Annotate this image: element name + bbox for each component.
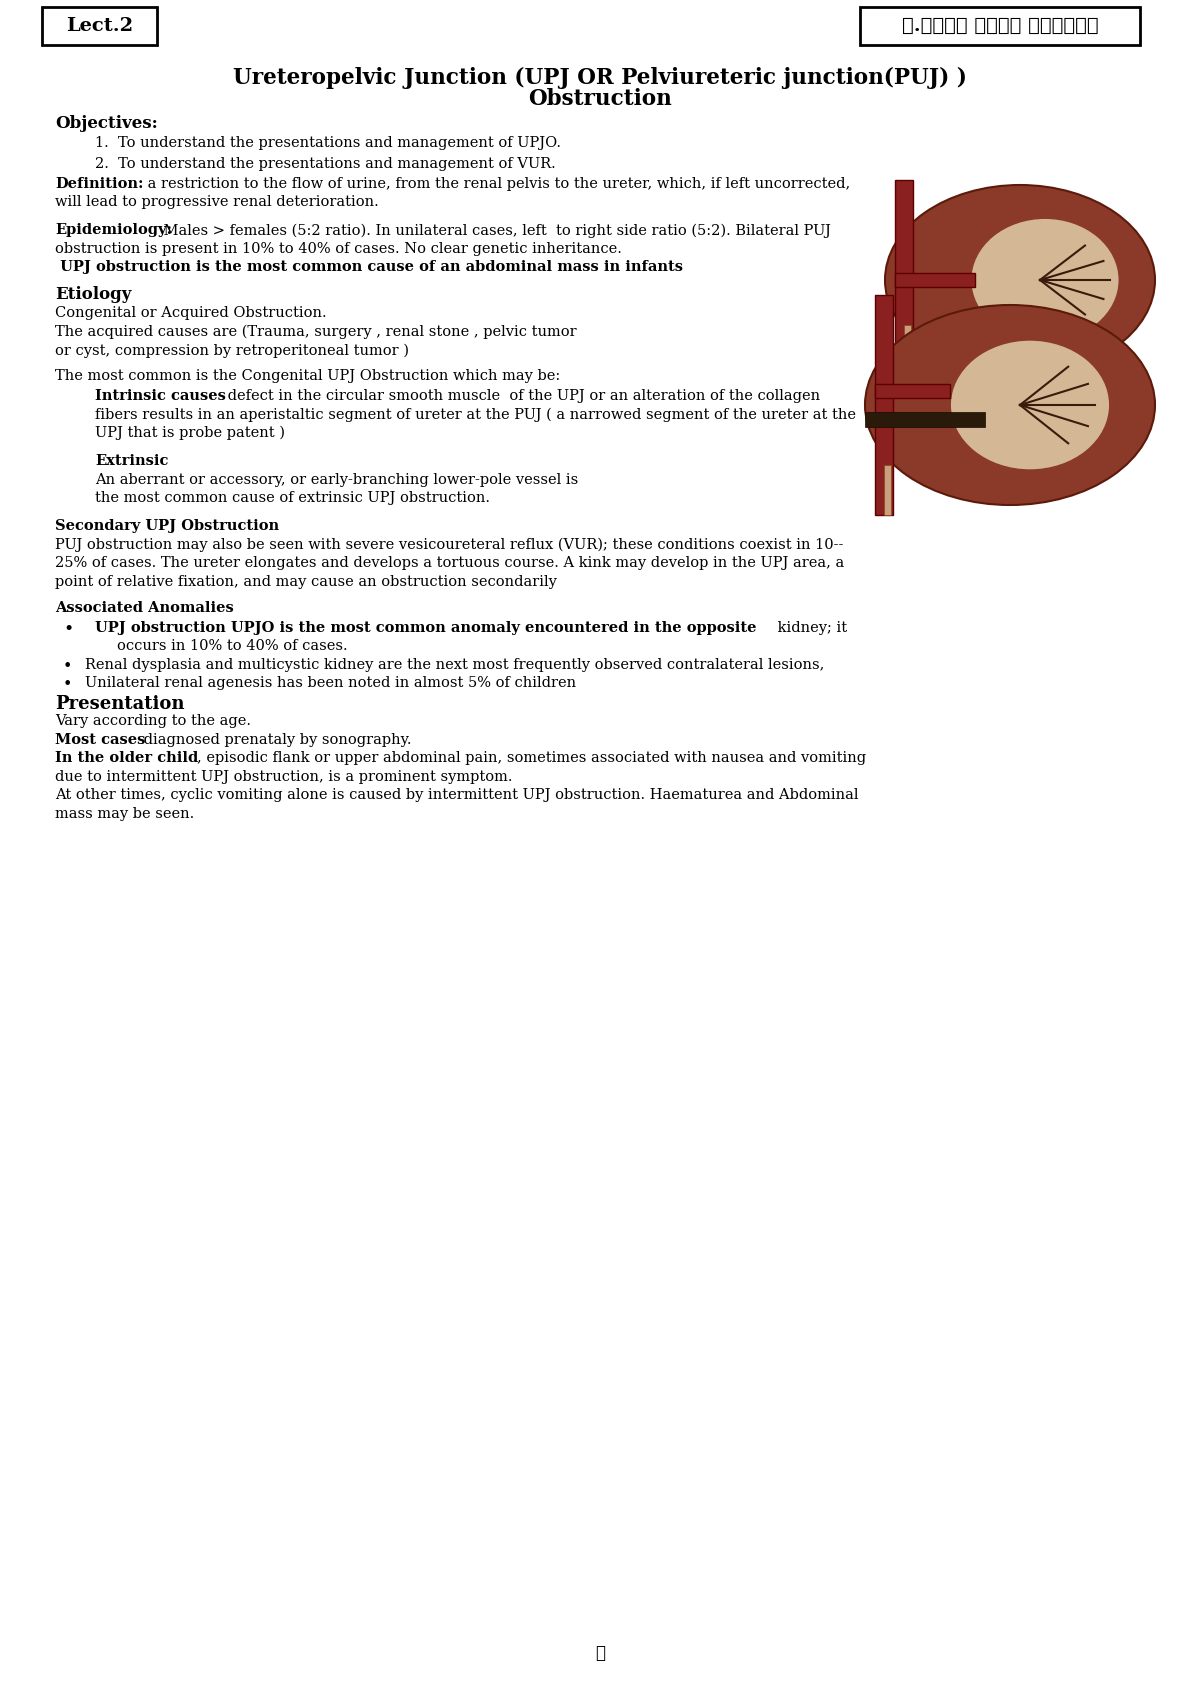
Text: 2.  To understand the presentations and management of VUR.: 2. To understand the presentations and m… [95,156,556,171]
FancyBboxPatch shape [860,7,1140,46]
Text: Males > females (5:2 ratio). In unilateral cases, left  to right side ratio (5:2: Males > females (5:2 ratio). In unilater… [158,224,830,238]
Text: will lead to progressive renal deterioration.: will lead to progressive renal deteriora… [55,195,379,209]
Text: Ureteropelvic Junction (UPJ OR Pelviureteric junction(PUJ) ): Ureteropelvic Junction (UPJ OR Pelviuret… [233,66,967,90]
Text: •: • [64,658,72,675]
Ellipse shape [865,305,1154,506]
Text: Objectives:: Objectives: [55,115,157,132]
Bar [884,465,890,514]
Text: Extrinsic: Extrinsic [95,453,168,468]
Bar [904,326,911,380]
Text: At other times, cyclic vomiting alone is caused by intermittent UPJ obstruction.: At other times, cyclic vomiting alone is… [55,789,858,803]
Bar [895,180,913,380]
Text: a restriction to the flow of urine, from the renal pelvis to the ureter, which, : a restriction to the flow of urine, from… [143,176,851,192]
Bar [875,295,893,514]
Text: In the older child: In the older child [55,752,198,765]
Bar [895,273,974,287]
Text: د.وليد نصار الجفال: د.وليد نصار الجفال [901,17,1098,36]
Text: Most cases: Most cases [55,733,145,747]
Text: Presentation: Presentation [55,696,185,713]
Ellipse shape [884,185,1154,375]
Text: Etiology: Etiology [55,287,131,304]
Ellipse shape [971,219,1120,341]
Text: 25% of cases. The ureter elongates and develops a tortuous course. A kink may de: 25% of cases. The ureter elongates and d… [55,557,845,570]
Text: •: • [64,621,73,638]
Text: Lect.2: Lect.2 [66,17,133,36]
Ellipse shape [950,339,1110,470]
Text: diagnosed prenataly by sonography.: diagnosed prenataly by sonography. [139,733,412,747]
Text: Definition:: Definition: [55,176,144,192]
Text: the most common cause of extrinsic UPJ obstruction.: the most common cause of extrinsic UPJ o… [95,492,490,506]
Text: Unilateral renal agenesis has been noted in almost 5% of children: Unilateral renal agenesis has been noted… [85,677,576,691]
Bar [875,384,950,399]
Text: UPJ obstruction UPJO is the most common anomaly encountered in the opposite: UPJ obstruction UPJO is the most common … [95,621,756,635]
Text: The acquired causes are (Trauma, surgery , renal stone , pelvic tumor: The acquired causes are (Trauma, surgery… [55,324,577,339]
Text: •: • [64,677,72,694]
Text: Obstruction: Obstruction [528,88,672,110]
Text: mass may be seen.: mass may be seen. [55,806,194,821]
Text: Intrinsic causes: Intrinsic causes [95,389,226,402]
Text: Congenital or Acquired Obstruction.: Congenital or Acquired Obstruction. [55,307,326,321]
Text: Vary according to the age.: Vary according to the age. [55,714,251,728]
Text: 1.  To understand the presentations and management of UPJO.: 1. To understand the presentations and m… [95,136,562,151]
Text: The most common is the Congenital UPJ Obstruction which may be:: The most common is the Congenital UPJ Ob… [55,370,560,384]
Text: Epidemiology:: Epidemiology: [55,224,172,238]
FancyBboxPatch shape [42,7,157,46]
Text: Secondary UPJ Obstruction: Secondary UPJ Obstruction [55,519,280,533]
Text: UPJ that is probe patent ): UPJ that is probe patent ) [95,426,286,440]
Text: UPJ obstruction is the most common cause of an abdominal mass in infants: UPJ obstruction is the most common cause… [55,260,683,275]
Text: point of relative fixation, and may cause an obstruction secondarily: point of relative fixation, and may caus… [55,575,557,589]
Text: ١: ١ [595,1644,605,1661]
Bar [865,412,985,428]
Text: An aberrant or accessory, or early-branching lower-pole vessel is: An aberrant or accessory, or early-branc… [95,473,578,487]
Text: PUJ obstruction may also be seen with severe vesicoureteral reflux (VUR); these : PUJ obstruction may also be seen with se… [55,538,844,552]
Text: kidney; it: kidney; it [773,621,847,635]
Text: obstruction is present in 10% to 40% of cases. No clear genetic inheritance.: obstruction is present in 10% to 40% of … [55,241,622,256]
Text: Renal dysplasia and multicystic kidney are the next most frequently observed con: Renal dysplasia and multicystic kidney a… [85,658,824,672]
Text: fibers results in an aperistaltic segment of ureter at the PUJ ( a narrowed segm: fibers results in an aperistaltic segmen… [95,407,856,421]
Text: Associated Anomalies: Associated Anomalies [55,601,234,614]
Text: due to intermittent UPJ obstruction, is a prominent symptom.: due to intermittent UPJ obstruction, is … [55,770,512,784]
Text: defect in the circular smooth muscle  of the UPJ or an alteration of the collage: defect in the circular smooth muscle of … [223,389,820,402]
Text: occurs in 10% to 40% of cases.: occurs in 10% to 40% of cases. [118,640,348,653]
Text: or cyst, compression by retroperitoneal tumor ): or cyst, compression by retroperitoneal … [55,343,409,358]
Text: , episodic flank or upper abdominal pain, sometimes associated with nausea and v: , episodic flank or upper abdominal pain… [197,752,866,765]
